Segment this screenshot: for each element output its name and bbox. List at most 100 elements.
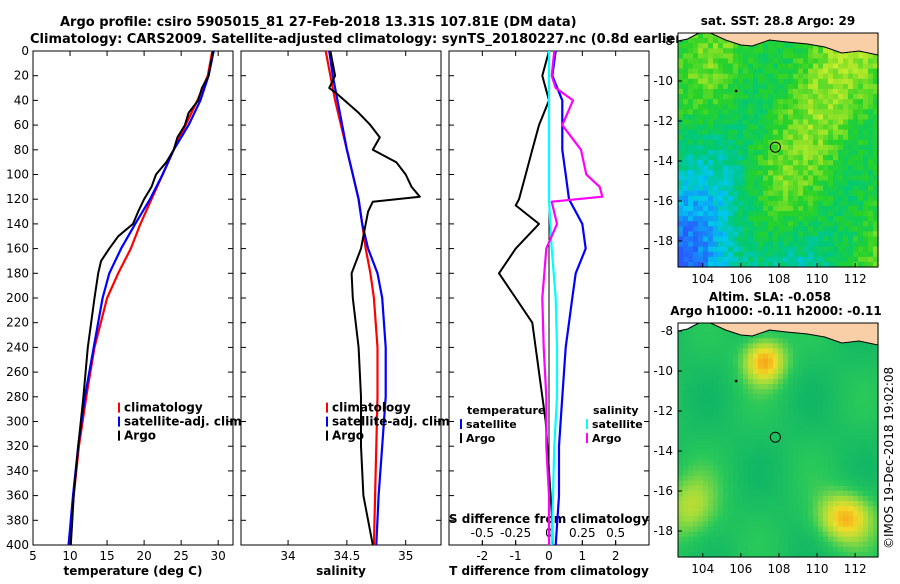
sla-grid-cell [738,450,744,456]
sst-grid-cell [683,99,689,105]
sst-grid-cell [688,155,694,161]
sst-grid-cell [748,144,754,151]
sst-grid-cell [678,88,684,95]
sst-grid-cell [863,226,869,232]
sla-grid-cell [753,516,759,522]
sal-series-satellite-adj-clim- [328,50,387,546]
sst-grid-cell [843,119,849,126]
sla-grid-cell [708,445,714,451]
sst-grid-cell [823,134,829,141]
sst-grid-cell [848,68,854,75]
sst-grid-cell [783,175,789,182]
sla-grid-cell [763,384,769,390]
sst-grid-cell [843,160,849,166]
sla-grid-cell [698,358,704,365]
sla-grid-cell [743,353,749,360]
sla-grid-cell [793,455,799,461]
sla-grid-cell [718,526,724,533]
sla-grid-cell [808,409,814,416]
sla-grid-cell [678,399,684,405]
sla-grid-cell [803,373,809,380]
sst-grid-cell [768,58,774,65]
sst-grid-cell [848,185,854,192]
sla-grid-cell [818,455,824,461]
sst-grid-cell [828,160,834,166]
sst-grid-cell [703,170,709,177]
sla-grid-cell [708,460,714,467]
sst-grid-cell [813,165,819,171]
sst-grid-cell [773,99,779,105]
sla-grid-cell [858,414,864,421]
sla-grid-cell [818,384,824,390]
sst-grid-cell [793,200,799,207]
sla-grid-cell [718,501,724,507]
sla-grid-cell [728,440,734,446]
sst-grid-cell [858,216,864,222]
sla-grid-cell [833,414,839,421]
sst-grid-cell [783,53,789,60]
sla-grid-cell [728,358,734,365]
sst-grid-cell [718,205,724,212]
sst-grid-cell [753,99,759,105]
sla-grid-cell [868,536,874,543]
sla-grid-cell [818,424,824,431]
sla-grid-cell [858,419,864,426]
sst-grid-cell [758,211,764,217]
sst-grid-cell [783,246,789,253]
sst-grid-cell [758,94,764,100]
sst-grid-cell [703,200,709,207]
sla-grid-cell [763,343,769,350]
sla-grid-cell [758,419,764,426]
sla-grid-cell [828,404,834,411]
sst-grid-cell [788,134,794,141]
sla-grid-cell [678,353,684,360]
sla-grid-cell [853,526,859,533]
depth-tick-label: 60 [14,118,29,132]
sla-grid-cell [838,419,844,426]
sla-grid-cell [748,414,754,421]
sst-grid-cell [863,190,869,197]
sst-grid-cell [728,236,734,243]
sst-grid-cell [848,94,854,100]
sla-xtick-label: 110 [806,562,829,576]
sst-grid-cell [813,155,819,161]
sst-grid-cell [768,205,774,212]
sla-grid-cell [748,526,754,533]
sla-grid-cell [788,526,794,533]
sla-grid-cell [738,541,744,548]
sla-grid-cell [773,480,779,487]
sst-grid-cell [798,155,804,161]
depth-tick-label: 400 [6,538,29,552]
sla-grid-cell [788,470,794,477]
sla-grid-cell [698,384,704,390]
sst-grid-cell [678,241,684,248]
sla-grid-cell [773,343,779,350]
sla-grid-cell [693,343,699,350]
sla-grid-cell [828,348,834,355]
sst-grid-cell [723,180,729,187]
sst-grid-cell [818,180,824,187]
sla-grid-cell [813,399,819,405]
sla-grid-cell [748,399,754,405]
sst-grid-cell [853,63,859,70]
sst-grid-cell [843,170,849,177]
sst-grid-cell [703,94,709,100]
sla-grid-cell [848,429,854,436]
sla-grid-cell [693,521,699,528]
sst-grid-cell [853,83,859,90]
sla-grid-cell [783,516,789,522]
sst-xtick-label: 104 [691,272,714,286]
sla-grid-cell [688,384,694,390]
sla-grid-cell [758,445,764,451]
sst-grid-cell [813,139,819,146]
sla-grid-cell [778,506,784,512]
sla-grid-cell [713,440,719,446]
sst-grid-cell [868,165,874,171]
sst-grid-cell [868,200,874,207]
sla-grid-cell [733,333,739,339]
sst-grid-cell [773,134,779,141]
sst-grid-cell [723,160,729,166]
sst-grid-cell [698,129,704,136]
sla-grid-cell [683,389,689,395]
sst-grid-cell [713,190,719,197]
